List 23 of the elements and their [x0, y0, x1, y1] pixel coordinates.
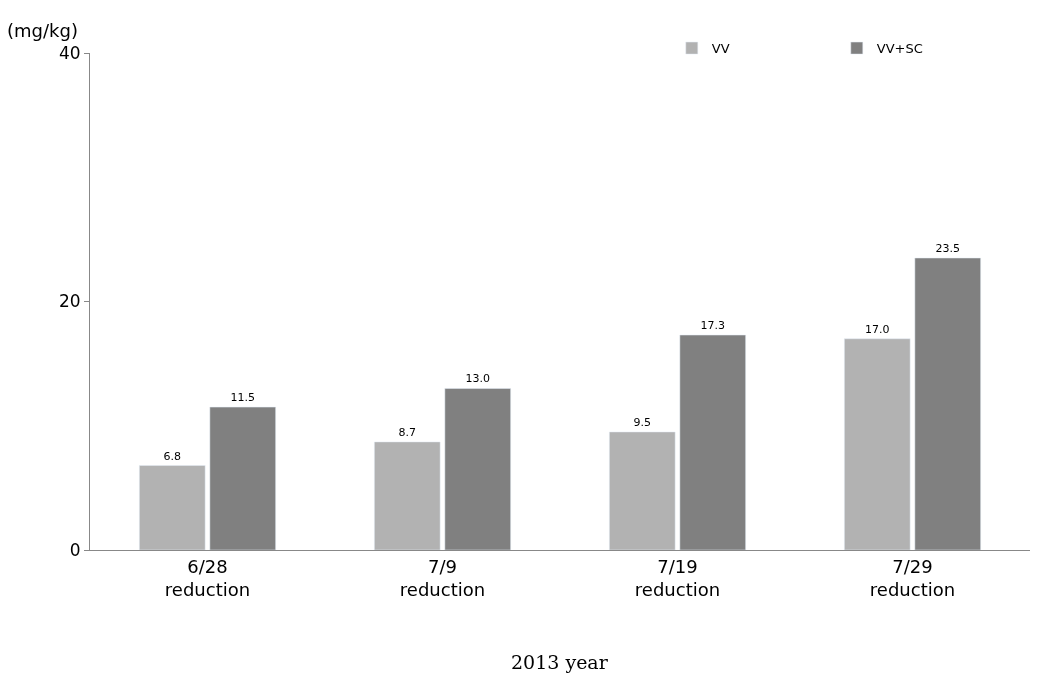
legend-label: VV [711, 41, 730, 57]
data-label: 17.3 [700, 319, 725, 333]
data-label: 9.5 [633, 415, 651, 429]
y-tick-label: 0 [69, 539, 81, 560]
y-axis-title: (mg/kg) [7, 20, 78, 41]
data-label: 6.8 [163, 449, 181, 463]
data-label: 13.0 [465, 372, 490, 386]
x-tick-label: 7/29 reduction [869, 555, 956, 600]
data-label: 17.0 [865, 322, 890, 336]
bar [374, 441, 441, 550]
x-tick-label: 7/9 reduction [399, 555, 486, 600]
legend-label: VV+SC [876, 41, 923, 57]
x-axis-title: 2013 year [511, 651, 609, 673]
x-tick-label: 7/19 reduction [634, 555, 721, 600]
x-tick-label: 6/28 reduction [164, 555, 251, 600]
data-label: 11.5 [230, 391, 255, 405]
y-tick-label: 20 [58, 291, 81, 312]
data-label: 8.7 [398, 425, 416, 439]
data-label: 23.5 [935, 242, 960, 256]
bar [139, 465, 206, 550]
y-tick-label: 40 [58, 42, 81, 63]
bar [609, 431, 676, 550]
bar [844, 338, 911, 550]
